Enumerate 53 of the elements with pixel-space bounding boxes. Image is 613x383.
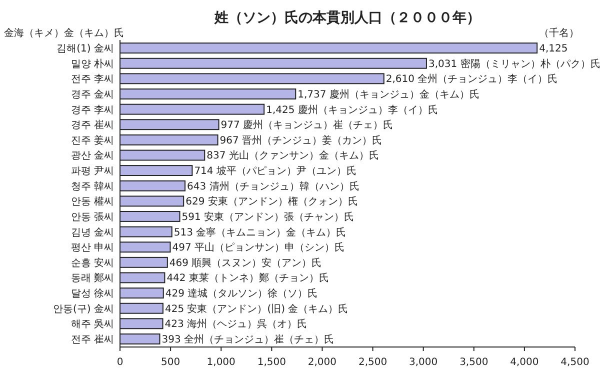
data-label: 423 海州（ヘジュ）呉（オ）氏 bbox=[164, 318, 308, 330]
data-label: 3,031 密陽（ミリャン）朴（パク）氏 bbox=[428, 58, 600, 70]
x-tick-label: 4,000 bbox=[510, 357, 539, 368]
x-tick-label: 4,500 bbox=[560, 357, 590, 368]
y-tick-label: 안동 權씨 bbox=[70, 196, 114, 208]
data-label: 643 清州（チョンジュ）韓（ハン）氏 bbox=[187, 180, 360, 192]
data-label: 977 慶州（キョンジュ）崔（チェ）氏 bbox=[220, 119, 394, 132]
y-tick-label: 파평 尹씨 bbox=[70, 166, 114, 178]
y-tick-label: 경주 金씨 bbox=[70, 88, 114, 100]
x-tick-label: 500 bbox=[161, 357, 180, 368]
y-tick-label: 진주 姜씨 bbox=[70, 134, 114, 146]
text: 金海（キメ）金（キム）氏 bbox=[4, 27, 124, 39]
y-tick-label: 안동(구) 金씨 bbox=[53, 302, 114, 315]
y-tick-label: 전주 李씨 bbox=[70, 73, 114, 86]
data-label: 591 安東（アンドン）張（チャン）氏 bbox=[182, 210, 354, 223]
y-tick-label: 경주 崔씨 bbox=[70, 119, 114, 132]
y-tick-label: 순흥 安씨 bbox=[70, 256, 114, 269]
data-label: 837 光山（クァンサン）金（キム）氏 bbox=[206, 150, 379, 162]
y-tick-label: 해주 吳씨 bbox=[70, 319, 114, 330]
x-tick-label: 2,000 bbox=[308, 357, 337, 368]
y-tick-label: 평산 申씨 bbox=[70, 242, 114, 254]
y-tick-label: 전주 崔씨 bbox=[70, 333, 114, 346]
y-tick-label: 안동 張씨 bbox=[70, 212, 114, 223]
y-tick-label: 광산 金씨 bbox=[70, 150, 114, 162]
data-label: 393 全州（チョンジュ）崔（チェ）氏 bbox=[162, 333, 334, 346]
data-label: 442 東莱（トンネ）鄭（チョン）氏 bbox=[166, 272, 329, 284]
data-label: 4,125 bbox=[539, 44, 568, 55]
x-tick-label: 1,500 bbox=[257, 357, 286, 368]
y-tick-label: 김해(1) 金씨 bbox=[56, 42, 114, 55]
y-tick-label: 동래 鄭씨 bbox=[70, 272, 114, 284]
data-label: 2,610 全州（チョンジュ）李（イ）氏 bbox=[386, 73, 558, 86]
text: （千名） bbox=[539, 27, 579, 39]
data-label: 425 安東（アンドン）(旧) 金（キム）氏 bbox=[164, 302, 348, 315]
x-tick-label: 3,500 bbox=[460, 357, 488, 368]
x-tick-label: 3,000 bbox=[409, 357, 438, 368]
x-tick-label: 0 bbox=[116, 357, 124, 368]
data-label: 469 順興（スヌン）安（アン）氏 bbox=[169, 256, 322, 269]
y-tick-label: 김녕 金씨 bbox=[70, 226, 114, 238]
data-label: 497 平山（ピョンサン）申（シン）氏 bbox=[172, 242, 345, 254]
data-label: 429 達城（タルソン）徐（ソ）氏 bbox=[165, 288, 318, 300]
data-label: 513 金寧（キムニョン）金（キム）氏 bbox=[174, 226, 346, 238]
data-label: 1,737 慶州（キョンジュ）金（キム）氏 bbox=[298, 88, 480, 100]
y-tick-label: 밀양 朴씨 bbox=[70, 58, 114, 70]
data-label: 629 安東（アンドン）権（クォン）氏 bbox=[186, 196, 358, 208]
data-label: 714 坡平（パピョン）尹（ユン）氏 bbox=[194, 165, 356, 178]
data-label: 967 晋州（チンジュ）姜（カン）氏 bbox=[220, 134, 382, 146]
y-tick-label: 경주 李씨 bbox=[70, 104, 114, 116]
x-tick-label: 1,000 bbox=[206, 357, 236, 368]
y-tick-label: 달성 徐씨 bbox=[70, 288, 114, 300]
data-label: 1,425 慶州（キョンジュ）李（イ）氏 bbox=[266, 104, 438, 116]
x-tick-label: 2,500 bbox=[358, 357, 388, 368]
chart-title: 姓（ソン）氏の本貫別人口（２０００年） bbox=[214, 9, 480, 26]
y-tick-label: 청주 韓씨 bbox=[70, 180, 114, 192]
